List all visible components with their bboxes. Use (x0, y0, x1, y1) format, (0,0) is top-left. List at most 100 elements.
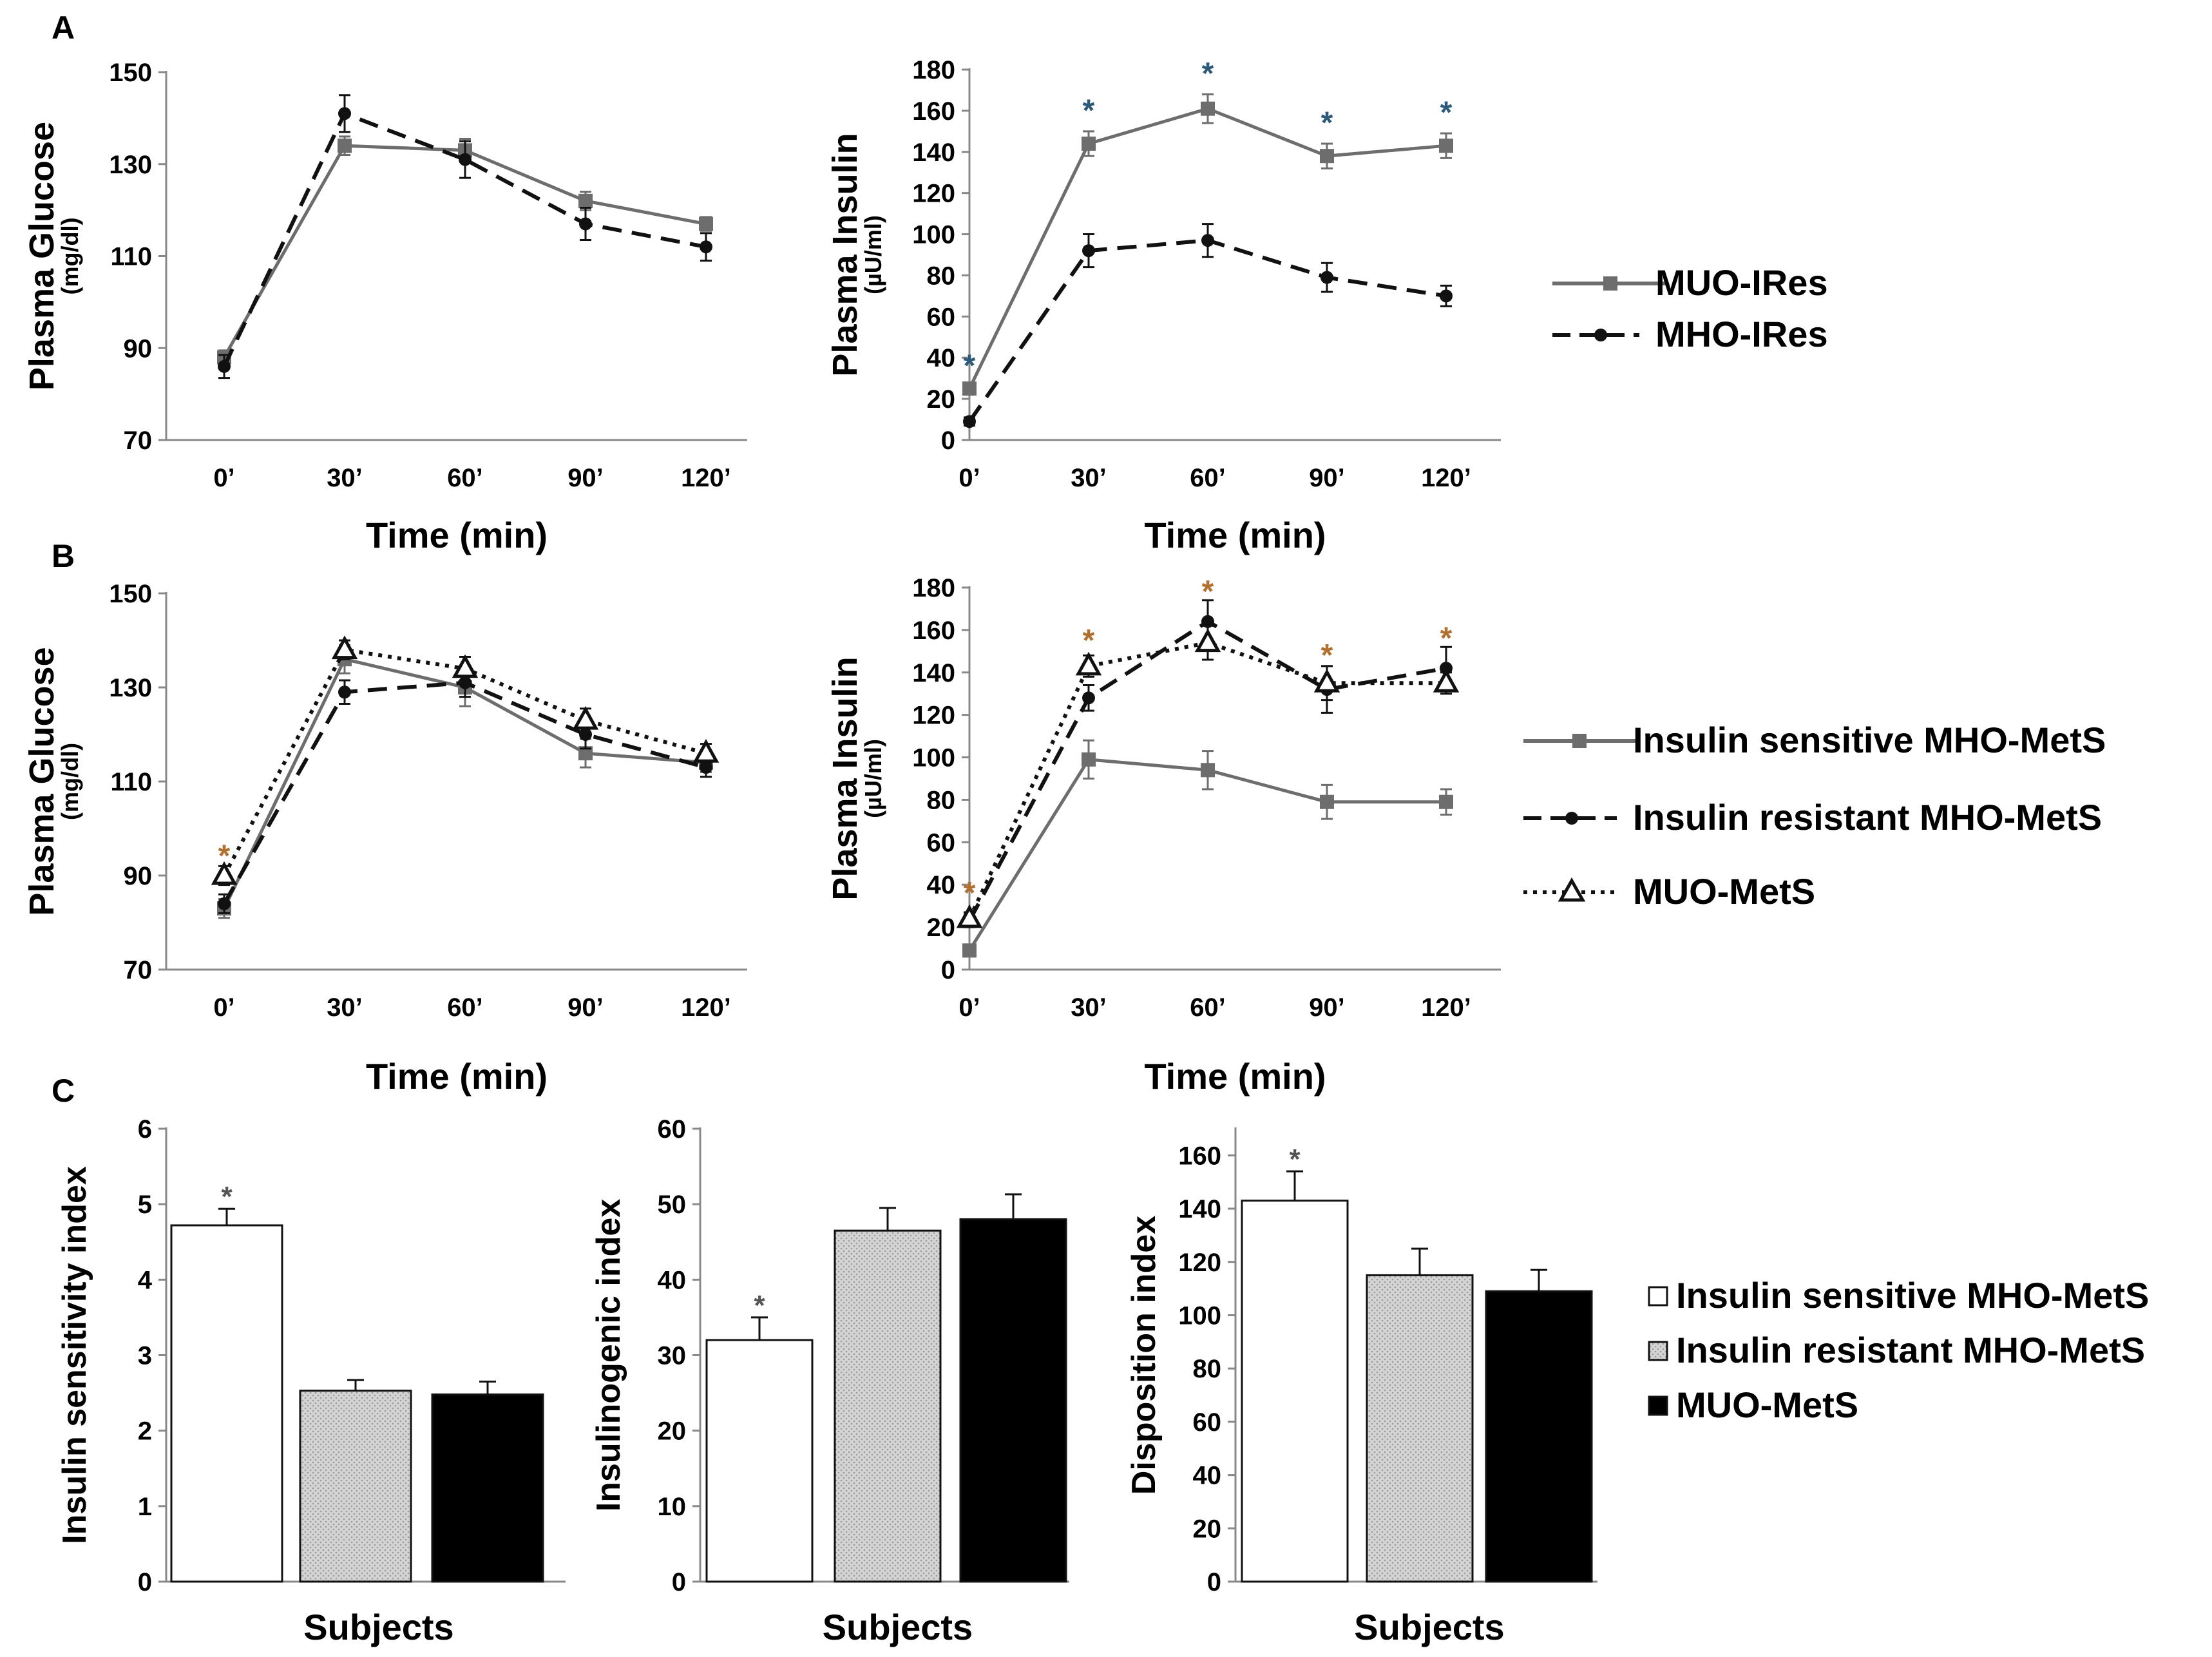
panel-label-a: A (52, 10, 75, 46)
legend-b-marker-1 (1565, 812, 1578, 825)
data-point-0-3 (578, 193, 593, 208)
legend-b-label-1: Insulin resistant MHO-MetS (1633, 797, 2102, 838)
data-point-1-1 (338, 107, 351, 120)
legend-c-swatch-2 (1648, 1395, 1668, 1416)
y-tick-label: 60 (1193, 1408, 1222, 1437)
significance-star: * (964, 349, 976, 383)
y-tick-label: 40 (927, 344, 956, 372)
data-point-1-1 (1082, 244, 1095, 258)
y-tick-label: 20 (927, 385, 956, 414)
significance-star: * (1202, 57, 1214, 91)
x-axis-label: Time (min) (366, 515, 548, 555)
series-line-2 (968, 640, 1446, 920)
legend-b-label-2: MUO-MetS (1633, 871, 1815, 912)
y-tick-label: 3 (138, 1342, 152, 1370)
data-point-1-1 (338, 685, 351, 699)
series-line-1 (222, 111, 707, 368)
significance-star: * (964, 876, 976, 910)
x-tick-label: 0’ (213, 993, 234, 1022)
y-tick-label: 0 (672, 1568, 686, 1596)
bar-1 (834, 1229, 942, 1583)
data-point-1-3 (1321, 271, 1333, 284)
data-point-0-4 (1439, 139, 1453, 153)
y-tick-label: 0 (941, 956, 955, 984)
data-point-2-1 (331, 635, 358, 660)
x-tick-label: 60’ (447, 464, 483, 492)
y-tick-label: 160 (912, 97, 955, 126)
y-tick-label: 60 (658, 1115, 687, 1144)
y-tick-label: 130 (109, 151, 152, 179)
chart-b-glucose: 70 90 110 130 150 0’ 30’ 60’ 90’ 120’ Time (min) Pl… (23, 580, 747, 1097)
y-axis-label: Plasma Insulin (826, 133, 864, 376)
legend-c-label-1: Insulin resistant MHO-MetS (1676, 1330, 2145, 1370)
y-tick-label: 40 (1193, 1462, 1222, 1490)
y-tick-label: 0 (941, 426, 955, 455)
data-point-0-3 (578, 746, 593, 761)
legend-b-label-0: Insulin sensitive MHO-MetS (1633, 720, 2106, 760)
legend-a-marker-1 (1594, 329, 1607, 341)
y-tick-label: 140 (1178, 1195, 1221, 1223)
y-axis-unit: (mg/dl) (57, 218, 83, 295)
x-tick-label: 30’ (1071, 464, 1107, 492)
x-tick-label: 30’ (327, 464, 363, 492)
y-tick-label: 140 (912, 659, 955, 687)
data-point-1-2 (459, 153, 472, 166)
series-line-1 (222, 680, 707, 905)
x-axis-label: Time (min) (1144, 1056, 1326, 1097)
data-point-0-1 (338, 139, 352, 153)
x-axis-label: Subjects (303, 1607, 453, 1647)
x-tick-label: 90’ (1309, 993, 1345, 1022)
bar-2 (959, 1218, 1067, 1583)
y-axis-label: Disposition index (1125, 1216, 1163, 1495)
data-point-2-4 (1433, 669, 1460, 693)
y-tick-label: 30 (658, 1342, 687, 1370)
bar-0 (170, 1224, 283, 1583)
x-tick-label: 60’ (1190, 993, 1226, 1022)
panel-label-b: B (52, 538, 75, 574)
significance-star: * (218, 839, 231, 874)
bar-0 (705, 1339, 814, 1583)
legend-c-item-1: Insulin resistant MHO-MetS (1648, 1330, 2145, 1370)
y-tick-label: 2 (138, 1417, 152, 1446)
legend-b-item-1: Insulin resistant MHO-MetS (1523, 797, 2102, 838)
legend-b-marker-0 (1572, 734, 1587, 748)
y-tick-label: 40 (658, 1266, 687, 1294)
legend-c: Insulin sensitive MHO-MetS Insulin resis… (1648, 1275, 2149, 1425)
data-point-1-4 (700, 240, 712, 254)
data-point-1-4 (1440, 289, 1453, 303)
y-tick-label: 150 (109, 580, 152, 608)
x-axis-label: Time (min) (366, 1056, 548, 1097)
significance-star: * (1083, 624, 1095, 658)
significance-star: * (221, 1181, 233, 1212)
data-point-2-0 (956, 904, 983, 928)
y-tick-label: 90 (124, 334, 153, 363)
legend-b-item-0: Insulin sensitive MHO-MetS (1523, 720, 2106, 760)
y-tick-label: 60 (927, 828, 956, 857)
y-axis-unit: (µU/ml) (860, 215, 886, 294)
significance-star: * (1440, 96, 1453, 130)
y-tick-label: 110 (110, 768, 152, 796)
data-point-1-0 (218, 359, 231, 373)
data-point-0-0 (962, 943, 977, 958)
data-point-2-4 (692, 739, 720, 763)
significance-star: * (1440, 621, 1453, 655)
significance-star: * (1083, 94, 1095, 128)
x-tick-label: 0’ (958, 993, 980, 1022)
data-point-0-2 (1201, 101, 1215, 116)
legend-b-marker-2 (1558, 877, 1586, 902)
x-tick-label: 120’ (681, 993, 731, 1022)
bar-2 (431, 1393, 544, 1583)
x-tick-label: 90’ (567, 464, 604, 492)
y-axis-label: Plasma Glucose (23, 122, 61, 390)
y-tick-label: 50 (658, 1191, 687, 1219)
legend-c-item-0: Insulin sensitive MHO-MetS (1648, 1275, 2149, 1316)
y-tick-label: 20 (927, 914, 956, 942)
data-point-1-2 (1201, 615, 1214, 628)
legend-a-label-1: MHO-IRes (1655, 314, 1828, 354)
x-axis-label: Subjects (823, 1607, 973, 1647)
legend-a: MUO-IRes MHO-IRes (1552, 262, 1828, 354)
y-axis-label: Plasma Insulin (826, 656, 864, 900)
y-tick-label: 4 (138, 1266, 153, 1294)
x-tick-label: 0’ (213, 464, 234, 492)
